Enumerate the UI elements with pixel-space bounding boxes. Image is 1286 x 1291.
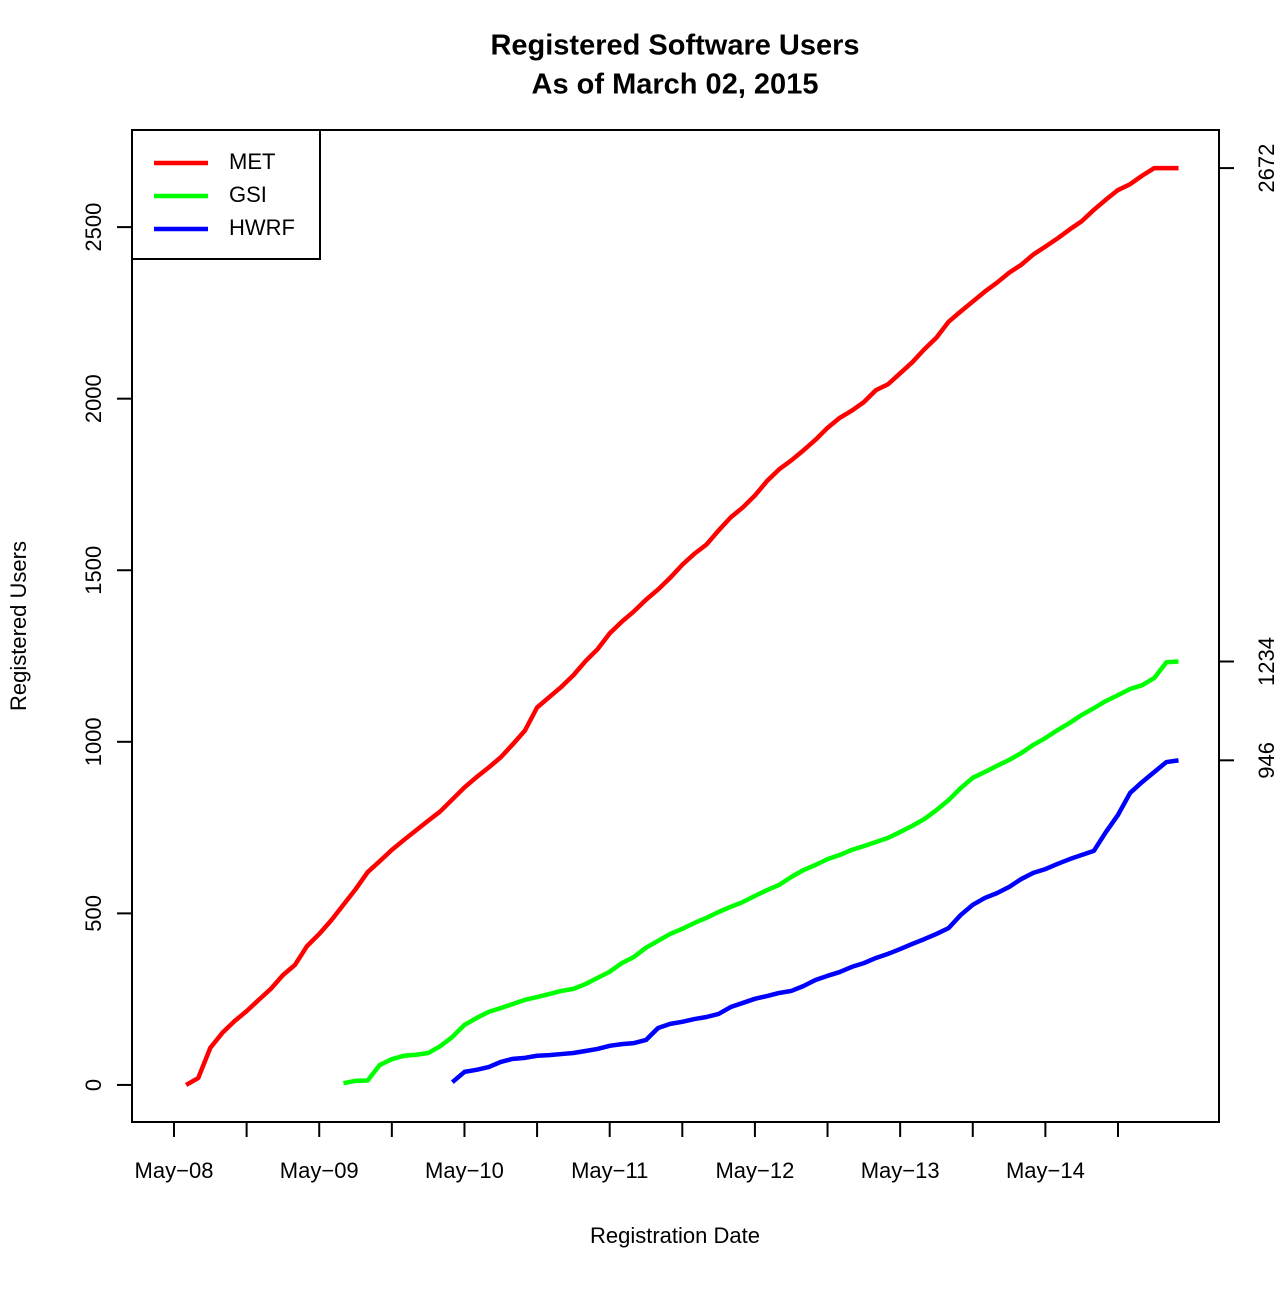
x-tick-label: May−10 [425,1158,504,1183]
x-tick-label: May−08 [135,1158,214,1183]
legend-label: HWRF [229,215,295,240]
y2-tick-label: 1234 [1254,637,1279,686]
series-line [450,758,1179,1084]
y-tick-label: 1000 [81,717,106,766]
y-tick-label: 1500 [81,546,106,595]
legend-box [131,129,321,260]
y-tick-label: 500 [81,895,106,932]
y-tick-label: 0 [81,1079,106,1091]
x-tick-label: May−14 [1006,1158,1085,1183]
x-tick-label: May−09 [280,1158,359,1183]
y2-tick-label: 946 [1254,742,1279,779]
y-tick-label: 2500 [81,203,106,252]
y2-tick-label: 2672 [1254,144,1279,193]
y-tick-label: 2000 [81,374,106,423]
x-tick-label: May−13 [861,1158,940,1183]
y-axis-label: Registered Users [6,541,31,711]
legend-label: GSI [229,182,267,207]
x-tick-label: May−12 [715,1158,794,1183]
x-axis-label: Registration Date [590,1223,760,1248]
series-line [184,165,1179,1087]
chart-subtitle: As of March 02, 2015 [532,69,819,101]
chart-title: Registered Software Users [490,30,859,62]
x-tick-label: May−11 [571,1158,648,1183]
legend-label: MET [229,149,275,174]
series-line [342,659,1179,1086]
